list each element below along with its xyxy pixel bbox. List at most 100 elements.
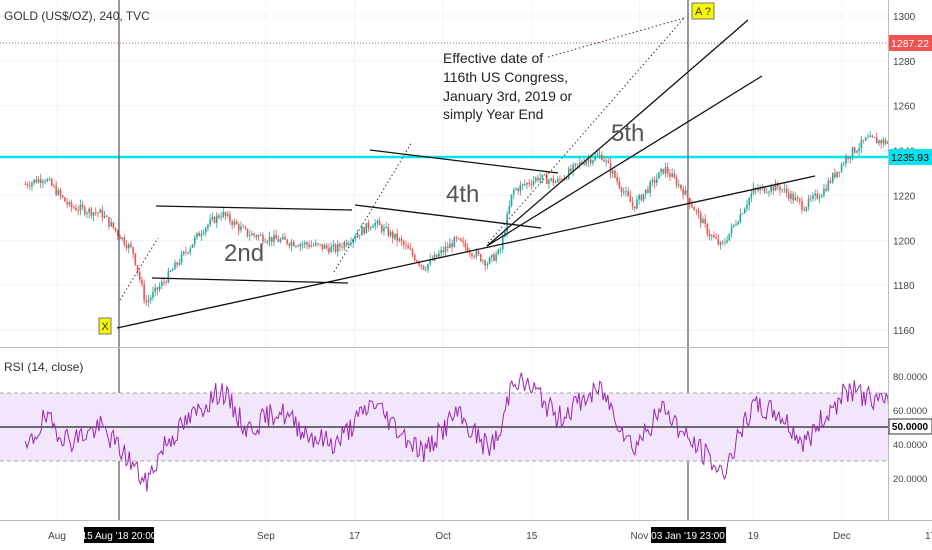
candle-body (521, 184, 524, 186)
drawing-dotted-paths[interactable] (119, 17, 685, 301)
candle-body (726, 240, 728, 243)
candle-body (526, 182, 528, 185)
marker-x[interactable]: X (98, 317, 112, 335)
candle-body (719, 242, 722, 245)
candle-body (622, 191, 625, 193)
candle-body (123, 237, 126, 245)
rsi-tick-label: 80.0000 (893, 372, 927, 383)
candle-body (306, 242, 308, 245)
candle-body (424, 269, 427, 271)
candle-body (319, 244, 321, 245)
candle-body (495, 254, 497, 261)
time-tick-label: Aug (48, 531, 66, 542)
candle-body (697, 210, 700, 214)
candle-body (385, 227, 387, 228)
candle-body (116, 230, 119, 236)
candle-body (297, 245, 299, 247)
candle-body (506, 213, 508, 232)
candle-body (163, 281, 165, 283)
candle-body (528, 182, 530, 185)
candle-body (279, 239, 282, 242)
candle-body (299, 244, 302, 247)
candle-body (394, 233, 396, 239)
candle-body (31, 182, 33, 187)
symbol-title[interactable]: GOLD (US$/OZ), 240, TVC (4, 9, 150, 23)
candle-body (365, 222, 368, 234)
candle-body (328, 247, 330, 253)
candle-body (119, 235, 121, 240)
rsi-panel[interactable]: RSI (14, close) (0, 360, 932, 492)
candle-body (605, 160, 607, 162)
marker-x-box (98, 317, 112, 335)
candle-body (860, 139, 863, 149)
rsi-title[interactable]: RSI (14, close) (4, 360, 83, 374)
candle-body (779, 186, 781, 191)
candle-body (655, 178, 658, 183)
candle-body (451, 243, 453, 248)
candle-body (834, 173, 836, 178)
candle-body (270, 236, 273, 242)
candle-body (281, 236, 284, 240)
candle-body (209, 219, 211, 225)
candle-body (235, 221, 238, 225)
candle-body (224, 212, 227, 216)
candle-body (136, 264, 139, 272)
annotation-note[interactable]: Effective date of 116th US Congress, Jan… (443, 50, 573, 122)
candle-body (614, 170, 616, 178)
candle-body (440, 250, 442, 254)
candle-body (53, 185, 55, 187)
candle-body (816, 193, 819, 199)
candle-body (796, 197, 799, 199)
candle-body (330, 246, 332, 253)
candle-body (715, 237, 717, 239)
trendline-long-support (116, 175, 816, 329)
candle-body (721, 242, 724, 243)
candle-body (792, 193, 794, 201)
candle-body (253, 233, 255, 236)
candle-body (185, 251, 187, 253)
price-scale[interactable]: 11601180120012201240126012801300 20.0000… (888, 0, 932, 520)
candle-body (640, 195, 643, 201)
time-axis[interactable]: AugSep17Oct15Nov19Dec1716Feb15 15 Aug '1… (0, 520, 932, 550)
candle-body (429, 259, 431, 264)
candle-body (460, 238, 462, 242)
candle-body (79, 204, 82, 211)
rsi-mid-tag: 50.0000 (888, 418, 932, 435)
candle-body (818, 197, 821, 199)
candle-body (277, 239, 280, 242)
candle-body (145, 300, 148, 303)
candle-body (114, 227, 117, 231)
candle-body (853, 147, 856, 153)
candle-body (466, 247, 469, 253)
time-tick-label: 19 (748, 531, 760, 542)
candle-body (105, 215, 108, 217)
time-tick-label: Sep (257, 531, 275, 542)
candle-body (801, 201, 803, 210)
candle-body (774, 183, 777, 191)
candle-body (292, 241, 295, 247)
marker-a-label: A ? (695, 6, 711, 18)
candle-body (523, 184, 526, 185)
candle-body (629, 195, 632, 203)
candle-body (149, 297, 152, 300)
candle-body (24, 184, 27, 186)
candle-body (829, 180, 832, 183)
drawing-trendlines[interactable] (116, 19, 816, 329)
candle-body (176, 262, 178, 265)
candle-body (680, 184, 682, 189)
candle-body (842, 163, 845, 165)
candle-body (312, 245, 315, 247)
candle-body (251, 233, 253, 236)
candle-body (741, 213, 744, 215)
candle-body (752, 187, 755, 194)
candle-body (376, 221, 379, 223)
candle-body (94, 212, 97, 214)
candle-body (607, 160, 610, 164)
candle-body (706, 223, 709, 234)
candle-body (556, 179, 559, 182)
marker-a[interactable]: A ? (691, 2, 715, 20)
candle-body (444, 246, 447, 253)
candle-body (191, 244, 194, 248)
candle-body (739, 213, 742, 223)
